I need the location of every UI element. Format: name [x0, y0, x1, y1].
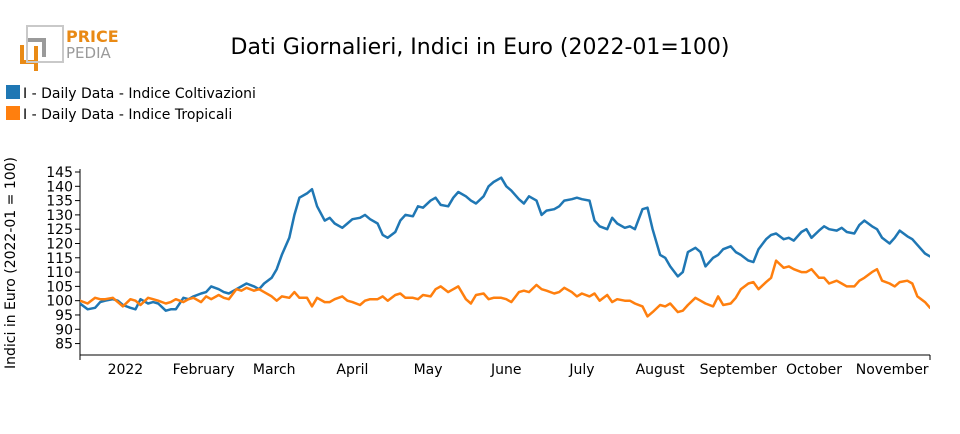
pricepedia-logo: PRICE PEDIA	[20, 25, 119, 71]
y-tick-label: 140	[46, 179, 73, 195]
legend-item-tropicali[interactable]: I - Daily Data - Indice Tropicali	[6, 106, 232, 123]
logo-word-price: PRICE	[66, 27, 119, 46]
y-axis-label: Indici in Euro (2022-01 = 100)	[3, 157, 19, 369]
x-tick-label: July	[568, 362, 594, 378]
series-line-tropicali	[80, 259, 930, 318]
x-tick-label: June	[490, 362, 522, 378]
y-tick-label: 125	[46, 222, 73, 238]
x-tick-label: February	[173, 362, 235, 378]
y-tick-label: 105	[46, 279, 73, 295]
plot-area	[80, 176, 930, 318]
x-tick-label: September	[700, 362, 778, 378]
x-tick-label: April	[336, 362, 368, 378]
chart-title: Dati Giornalieri, Indici in Euro (2022-0…	[231, 35, 730, 60]
y-tick-label: 120	[46, 236, 73, 252]
x-tick-label: August	[636, 362, 686, 378]
x-axis: 2022 February March April May June July August S…	[79, 354, 931, 378]
y-tick-label: 90	[55, 322, 73, 338]
x-tick-label: March	[253, 362, 296, 378]
legend-item-coltivazioni[interactable]: I - Daily Data - Indice Coltivazioni	[6, 85, 256, 102]
y-tick-label: 100	[46, 294, 73, 310]
legend-label-tropicali: I - Daily Data - Indice Tropicali	[23, 107, 232, 123]
legend-swatch-tropicali	[6, 106, 20, 120]
x-tick-label: May	[414, 362, 443, 378]
y-tick-label: 135	[46, 194, 73, 210]
y-tick-label: 95	[55, 308, 73, 324]
legend-label-coltivazioni: I - Daily Data - Indice Coltivazioni	[23, 86, 256, 102]
logo-mark-icon	[20, 25, 64, 71]
legend-swatch-coltivazioni	[6, 85, 20, 99]
x-tick-label: 2022	[108, 362, 144, 378]
y-tick-label: 130	[46, 208, 73, 224]
x-tick-label: October	[786, 362, 842, 378]
y-tick-label: 115	[46, 251, 73, 267]
y-tick-label: 85	[55, 337, 73, 353]
y-tick-label: 145	[46, 165, 73, 181]
x-tick-label: November	[856, 362, 929, 378]
series-line-coltivazioni	[80, 176, 930, 312]
logo-word-pedia: PEDIA	[66, 44, 111, 62]
legend: I - Daily Data - Indice Coltivazioni I -…	[6, 85, 256, 123]
y-tick-label: 110	[46, 265, 73, 281]
